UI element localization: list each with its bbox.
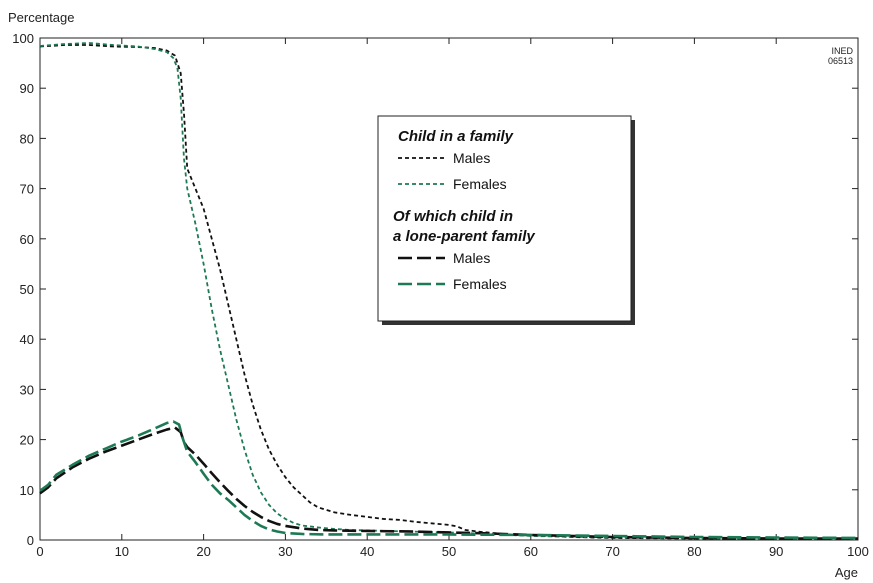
x-tick-label: 90: [769, 544, 783, 559]
y-tick-label: 80: [20, 131, 34, 146]
legend-item-label: Males: [453, 150, 490, 166]
series-line-1: [39, 42, 858, 540]
x-tick-label: 50: [442, 544, 456, 559]
legend-item-label: Females: [453, 176, 507, 192]
x-tick-label: 0: [36, 544, 43, 559]
legend-content: Child in a family Males Females Of which ch…: [393, 128, 535, 292]
legend-item-label: Males: [453, 250, 490, 266]
x-tick-label: 100: [847, 544, 869, 559]
x-tick-label: 30: [278, 544, 292, 559]
x-tick-label: 40: [360, 544, 374, 559]
y-tick-label: 30: [20, 382, 34, 397]
corner-code-line: 06513: [828, 56, 853, 66]
legend-item-label: Females: [453, 276, 507, 292]
corner-code-line: INED: [831, 46, 853, 56]
y-tick-label: 50: [20, 282, 34, 297]
x-tick-label: 70: [605, 544, 619, 559]
y-axis-title: Percentage: [8, 10, 75, 25]
x-tick-label: 80: [687, 544, 701, 559]
x-axis-title: Age: [835, 565, 858, 580]
y-tick-label: 40: [20, 332, 34, 347]
y-tick-label: 60: [20, 232, 34, 247]
y-gridticks: 0 10 20 30 40 50 60 70 80 90 100: [12, 31, 858, 548]
series-line-3: [39, 420, 859, 540]
legend-group-title: Child in a family: [398, 128, 514, 145]
legend-box: [377, 115, 632, 322]
plot-area-frame: [39, 37, 859, 541]
y-tick-label: 100: [12, 31, 34, 46]
y-tick-label: 10: [20, 483, 34, 498]
x-tick-label: 20: [196, 544, 210, 559]
series-layer: [39, 42, 859, 540]
y-tick-label: 70: [20, 182, 34, 197]
legend-group-title: a lone-parent family: [393, 228, 535, 245]
x-tick-label: 10: [115, 544, 129, 559]
series-line-2: [39, 426, 858, 540]
legend-group-title: Of which child in: [393, 208, 513, 225]
y-tick-label: 90: [20, 81, 34, 96]
y-tick-label: 20: [20, 433, 34, 448]
legend: Child in a family Males Females Of which ch…: [377, 115, 635, 325]
y-tick-label: 0: [27, 533, 34, 548]
x-tick-label: 60: [524, 544, 538, 559]
